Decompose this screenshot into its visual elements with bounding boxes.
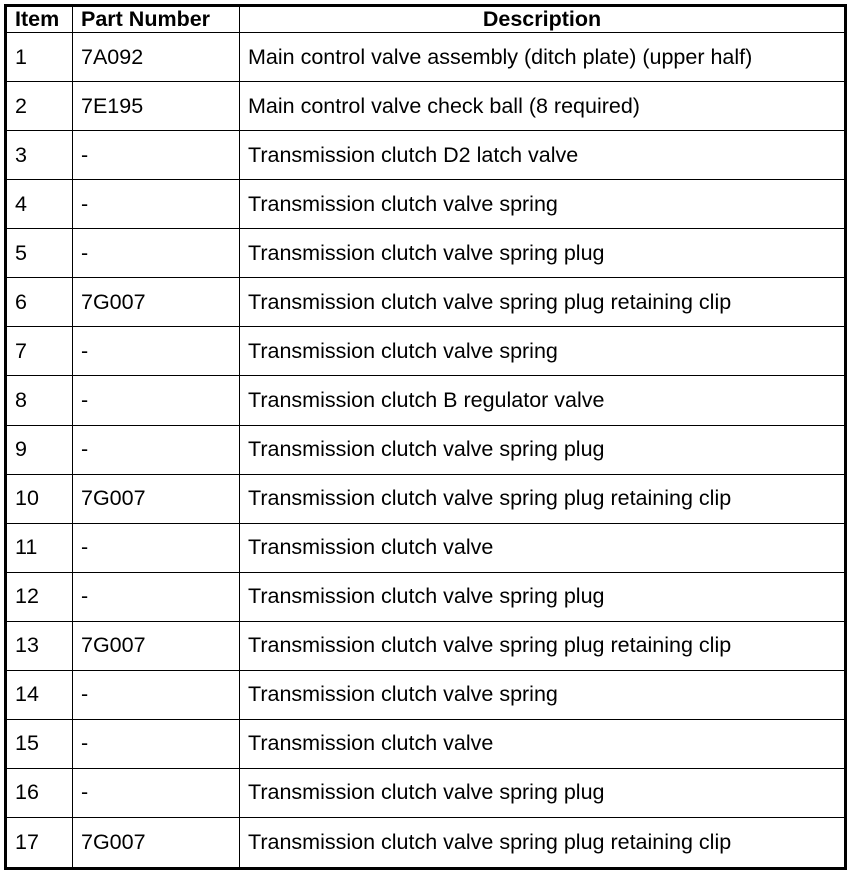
table-row: 4- Transmission clutch valve spring bbox=[5, 179, 846, 230]
cell-item: 8 bbox=[5, 375, 73, 426]
table-row: 5- Transmission clutch valve spring plug bbox=[5, 228, 846, 279]
table-row: 9- Transmission clutch valve spring plug bbox=[5, 424, 846, 475]
cell-part-number: - bbox=[72, 669, 240, 720]
table-row: 14- Transmission clutch valve spring bbox=[5, 669, 846, 720]
cell-part-number: - bbox=[72, 522, 240, 573]
header-description: Description bbox=[239, 5, 846, 33]
cell-item: 12 bbox=[5, 571, 73, 622]
cell-description: Transmission clutch valve spring plug re… bbox=[239, 817, 846, 869]
cell-item: 4 bbox=[5, 179, 73, 230]
cell-item: 2 bbox=[5, 81, 73, 132]
cell-description: Transmission clutch valve spring plug bbox=[239, 424, 846, 475]
cell-description: Transmission clutch B regulator valve bbox=[239, 375, 846, 426]
table-row: 17 7G007 Transmission clutch valve spring … bbox=[5, 817, 846, 869]
cell-description: Transmission clutch valve spring bbox=[239, 669, 846, 720]
cell-item: 16 bbox=[5, 767, 73, 819]
cell-item: 11 bbox=[5, 522, 73, 573]
cell-item: 9 bbox=[5, 424, 73, 475]
table-row: 2 7E195 Main control valve check ball (8 r… bbox=[5, 81, 846, 132]
cell-description: Transmission clutch valve spring plug re… bbox=[239, 277, 846, 328]
cell-item: 7 bbox=[5, 326, 73, 377]
cell-item: 14 bbox=[5, 669, 73, 720]
cell-item: 6 bbox=[5, 277, 73, 328]
cell-description: Transmission clutch valve bbox=[239, 718, 846, 769]
table-row: 12- Transmission clutch valve spring plug bbox=[5, 571, 846, 622]
cell-part-number: 7G007 bbox=[72, 817, 240, 869]
cell-part-number: 7G007 bbox=[72, 473, 240, 524]
cell-item: 1 bbox=[5, 31, 73, 83]
cell-description: Transmission clutch D2 latch valve bbox=[239, 130, 846, 181]
header-item: Item bbox=[5, 5, 73, 33]
cell-part-number: 7A092 bbox=[72, 31, 240, 83]
header-part-number: Part Number bbox=[72, 5, 240, 33]
table-row: 7- Transmission clutch valve spring bbox=[5, 326, 846, 377]
table-row: 10 7G007 Transmission clutch valve spring … bbox=[5, 473, 846, 524]
cell-part-number: - bbox=[72, 767, 240, 819]
cell-description: Transmission clutch valve spring bbox=[239, 326, 846, 377]
cell-part-number: 7G007 bbox=[72, 277, 240, 328]
cell-part-number: - bbox=[72, 326, 240, 377]
parts-table: Item Part Number Description 1 7A092 Main … bbox=[4, 4, 847, 870]
cell-part-number: - bbox=[72, 179, 240, 230]
table-row: 15- Transmission clutch valve bbox=[5, 718, 846, 769]
table-row: 3- Transmission clutch D2 latch valve bbox=[5, 130, 846, 181]
cell-part-number: - bbox=[72, 424, 240, 475]
cell-part-number: - bbox=[72, 571, 240, 622]
cell-description: Transmission clutch valve spring plug re… bbox=[239, 473, 846, 524]
table-row: 8- Transmission clutch B regulator valve bbox=[5, 375, 846, 426]
cell-part-number: - bbox=[72, 375, 240, 426]
cell-part-number: 7E195 bbox=[72, 81, 240, 132]
cell-part-number: - bbox=[72, 228, 240, 279]
cell-item: 5 bbox=[5, 228, 73, 279]
cell-description: Transmission clutch valve spring plug bbox=[239, 767, 846, 819]
cell-description: Transmission clutch valve bbox=[239, 522, 846, 573]
cell-description: Main control valve check ball (8 require… bbox=[239, 81, 846, 132]
cell-description: Transmission clutch valve spring bbox=[239, 179, 846, 230]
table-row: 13 7G007 Transmission clutch valve spring … bbox=[5, 620, 846, 671]
cell-description: Transmission clutch valve spring plug bbox=[239, 228, 846, 279]
cell-part-number: 7G007 bbox=[72, 620, 240, 671]
cell-description: Main control valve assembly (ditch plate… bbox=[239, 31, 846, 83]
cell-item: 13 bbox=[5, 620, 73, 671]
cell-description: Transmission clutch valve spring plug bbox=[239, 571, 846, 622]
cell-item: 17 bbox=[5, 817, 73, 869]
table-row: 11- Transmission clutch valve bbox=[5, 522, 846, 573]
cell-item: 3 bbox=[5, 130, 73, 181]
header-row: Item Part Number Description bbox=[5, 5, 846, 33]
table-row: 1 7A092 Main control valve assembly (ditch… bbox=[5, 31, 846, 83]
cell-item: 10 bbox=[5, 473, 73, 524]
cell-part-number: - bbox=[72, 718, 240, 769]
table-row: 6 7G007 Transmission clutch valve spring p… bbox=[5, 277, 846, 328]
table-row: 16- Transmission clutch valve spring plug bbox=[5, 767, 846, 819]
cell-part-number: - bbox=[72, 130, 240, 181]
cell-item: 15 bbox=[5, 718, 73, 769]
cell-description: Transmission clutch valve spring plug re… bbox=[239, 620, 846, 671]
